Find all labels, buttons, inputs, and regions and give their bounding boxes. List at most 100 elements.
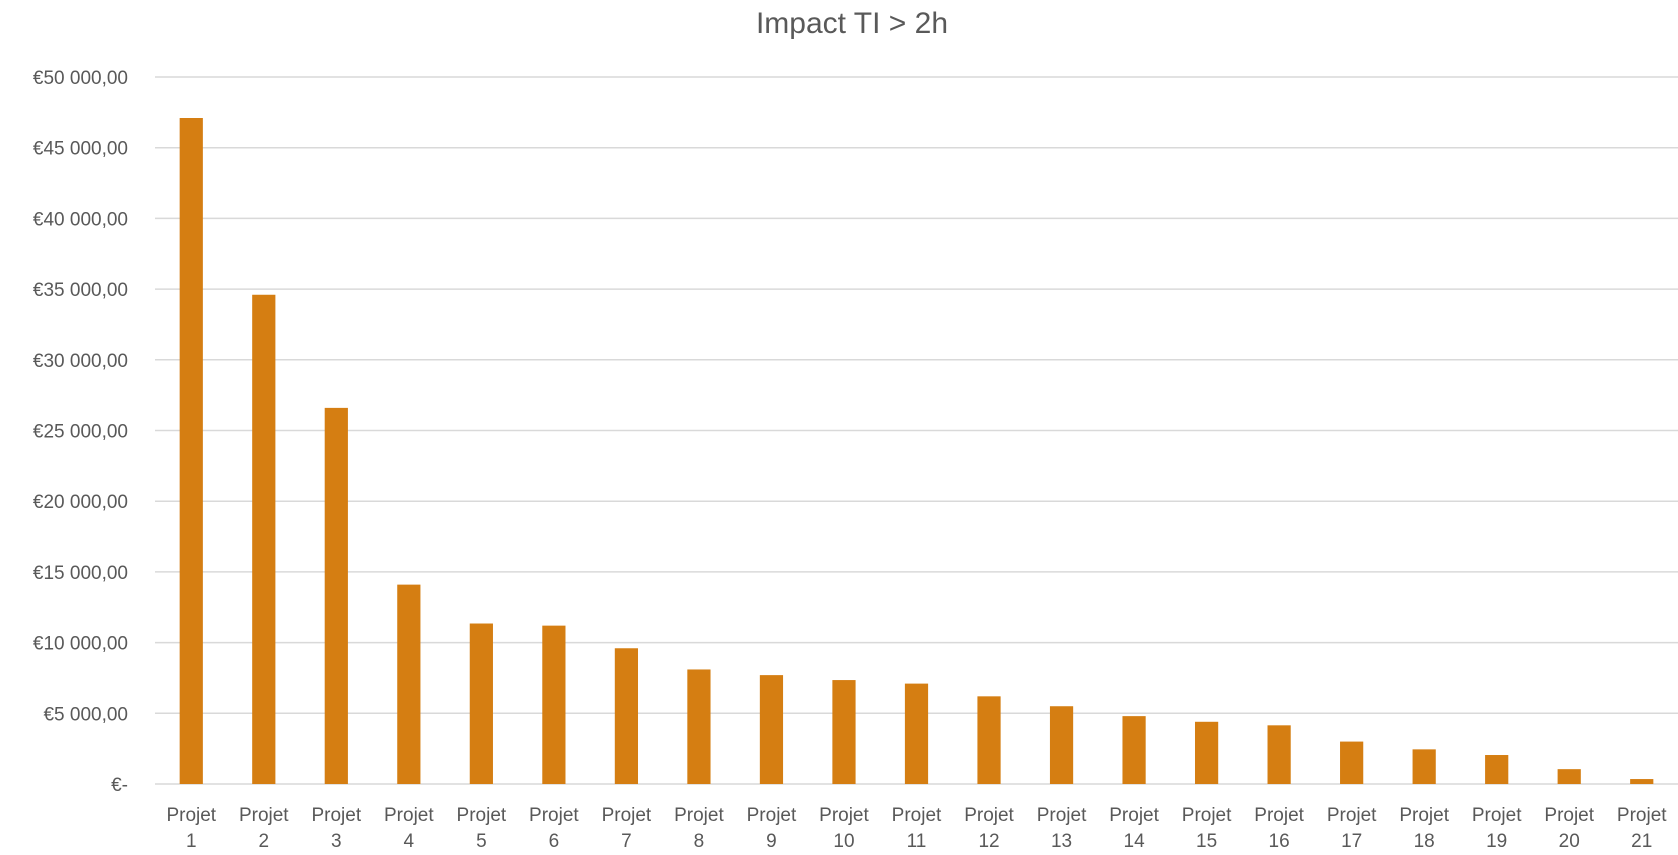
x-tick-label: Projet 17 [1327,805,1377,852]
x-tick-label-line: 17 [1341,831,1362,852]
y-tick-label: €20 000,00 [33,492,128,513]
y-tick-label: €- [111,775,128,796]
x-tick-label-line: Projet [1037,805,1087,826]
y-tick-label: €5 000,00 [43,704,128,725]
x-tick-label-line: 5 [476,831,487,852]
bar [1122,716,1146,784]
x-tick-label: Projet 10 [819,805,869,852]
chart-title: Impact TI > 2h [756,7,948,40]
bar [1485,755,1509,784]
x-tick-label: Projet 7 [602,805,652,852]
x-tick-label: Projet 1 [166,805,216,852]
x-tick-label-line: Projet [457,805,507,826]
bar [1340,741,1364,784]
x-tick-label: Projet 6 [529,805,579,852]
x-tick-label: Projet 16 [1254,805,1304,852]
bar [832,680,856,784]
bar [759,675,784,784]
y-tick-label: €30 000,00 [33,351,128,372]
x-tick-label-line: 9 [766,831,777,852]
bar [1194,721,1219,784]
bar [904,683,929,784]
x-tick-label-line: 6 [549,831,560,852]
x-tick-label: Projet 2 [239,805,289,852]
x-tick-label: Projet 20 [1544,805,1594,852]
x-tick-label: Projet 14 [1109,805,1159,852]
x-tick-label: Projet 21 [1617,805,1667,852]
x-tick-label-line: 21 [1631,831,1652,852]
bar [614,648,639,784]
x-tick-label: Projet 9 [747,805,797,852]
y-tick-label: €45 000,00 [33,139,128,160]
x-tick-label-line: Projet [529,805,579,826]
x-tick-label: Projet 19 [1472,805,1522,852]
bar [469,623,493,784]
x-tick-label-line: 13 [1051,831,1072,852]
x-tick-label: Projet 8 [674,805,724,852]
bar [1267,725,1291,784]
x-tick-label-line: 1 [186,831,197,852]
bar [687,669,711,784]
y-tick-label: €50 000,00 [33,68,128,89]
bar [252,294,276,784]
x-tick-label-line: Projet [1254,805,1304,826]
bar [324,407,348,784]
bars [179,118,1654,785]
bar [397,584,421,784]
x-tick-label-line: 7 [621,831,632,852]
x-tick-label: Projet 11 [892,805,942,852]
y-tick-label: €35 000,00 [33,280,128,301]
x-tick-label-line: 4 [404,831,415,852]
x-tick-label-line: 14 [1124,831,1146,852]
x-tick-label: Projet 18 [1399,805,1449,852]
x-tick-label: Projet 12 [964,805,1014,852]
x-tick-label-line: 15 [1196,831,1217,852]
x-tick-label-line: Projet [819,805,869,826]
y-tick-label: €40 000,00 [33,209,128,230]
bar [1630,779,1654,784]
x-tick-label-line: Projet [1399,805,1449,826]
x-tick-label-line: 10 [833,831,854,852]
x-tick-label-line: Projet [892,805,942,826]
x-tick-label: Projet 3 [311,805,361,852]
x-tick-label-line: Projet [964,805,1014,826]
x-tick-label-line: 16 [1269,831,1290,852]
x-tick-label-line: Projet [674,805,724,826]
x-tick-label-line: Projet [384,805,434,826]
x-tick-label: Projet 5 [457,805,507,852]
x-tick-label: Projet 4 [384,805,434,852]
y-tick-label: €10 000,00 [33,634,128,655]
x-tick-label-line: Projet [311,805,361,826]
y-axis-tick-labels: €- €5 000,00 €10 000,00 €15 000,00 €20 000,0… [33,68,128,796]
gridlines [155,76,1678,785]
x-tick-label-line: 3 [331,831,342,852]
x-tick-label-line: Projet [1327,805,1377,826]
bar [1557,769,1581,784]
x-tick-label: Projet 15 [1182,805,1232,852]
bar [1049,706,1074,784]
x-tick-label-line: Projet [1472,805,1522,826]
x-tick-label-line: 20 [1559,831,1580,852]
x-tick-label-line: Projet [1544,805,1594,826]
x-tick-label-line: 2 [258,831,269,852]
x-tick-label-line: Projet [1182,805,1232,826]
bar [977,696,1001,784]
x-tick-label-line: 12 [978,831,999,852]
bar [1412,749,1436,784]
y-tick-label: €25 000,00 [33,422,128,443]
x-tick-label-line: Projet [602,805,652,826]
x-tick-label: Projet 13 [1037,805,1087,852]
x-tick-label-line: 19 [1486,831,1507,852]
x-tick-label-line: Projet [1109,805,1159,826]
bar [179,118,203,785]
x-tick-label-line: 18 [1414,831,1435,852]
x-tick-label-line: Projet [1617,805,1667,826]
x-tick-label-line: 8 [694,831,705,852]
x-tick-label-line: Projet [239,805,289,826]
bar [542,625,566,784]
x-tick-label-line: Projet [747,805,797,826]
x-tick-label-line: Projet [166,805,216,826]
y-tick-label: €15 000,00 [33,563,128,584]
